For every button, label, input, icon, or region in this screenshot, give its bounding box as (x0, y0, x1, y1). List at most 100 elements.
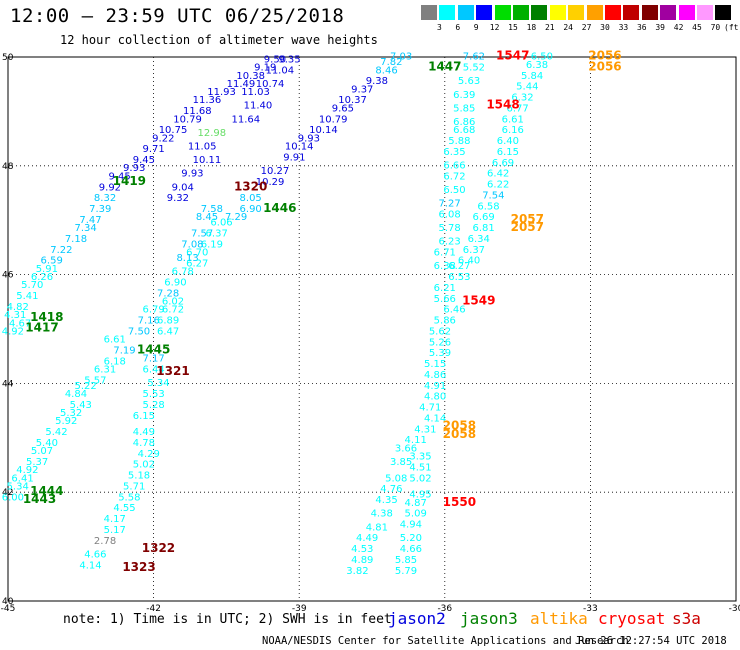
colorbar-swatch (660, 5, 677, 20)
wave-height-reading: 5.15 (424, 359, 446, 370)
wave-height-reading: 8.05 (240, 193, 262, 204)
wave-height-reading: 4.11 (405, 435, 427, 446)
wave-height-reading: 6.79 (142, 305, 164, 316)
colorbar-label: 12 (489, 23, 500, 32)
wave-height-reading: 6.42 (487, 169, 509, 180)
pass-time-label: 1417 (25, 321, 58, 335)
wave-height-reading: 9.45 (108, 171, 130, 182)
wave-height-reading: 6.81 (472, 223, 494, 234)
pass-time-label: 2058 (443, 427, 476, 441)
wave-height-reading: 9.93 (181, 169, 203, 180)
wave-height-reading: 6.40 (458, 256, 480, 267)
pass-time-label: 1550 (443, 495, 476, 509)
wave-height-reading: 6.18 (104, 356, 126, 367)
wave-height-reading: 5.26 (429, 337, 451, 348)
page-subtitle: 12 hour collection of altimeter wave hei… (60, 33, 378, 47)
wave-height-reading: 5.84 (521, 71, 543, 82)
colorbar-label: 36 (636, 23, 647, 32)
colorbar-label: 70 (710, 23, 721, 32)
wave-height-reading: 4.53 (351, 544, 373, 555)
wave-height-reading: 6.16 (502, 125, 524, 136)
y-tick-label: 44 (2, 379, 14, 389)
wave-height-reading: 4.89 (351, 555, 373, 566)
pass-time-label: 1419 (113, 174, 146, 188)
wave-height-reading: 5.44 (516, 82, 538, 93)
wave-height-reading: 10.79 (319, 114, 348, 125)
colorbar-swatch (678, 5, 695, 20)
wave-height-reading: 4.55 (113, 503, 135, 514)
wave-height-reading: 5.34 (7, 481, 29, 492)
wave-height-reading: 8.32 (94, 193, 116, 204)
wave-height-reading: 7.28 (157, 288, 179, 299)
wave-height-reading: 4.92 (2, 326, 24, 337)
wave-height-reading: 9.93 (298, 133, 320, 144)
wave-height-reading: 5.85 (395, 555, 417, 566)
wave-height-reading: 9.65 (332, 103, 354, 114)
wave-height-reading: 5.70 (21, 280, 43, 291)
satellite-legend-cryosat: cryosat (598, 609, 666, 628)
colorbar-label: 33 (618, 23, 629, 32)
wave-height-reading: 9.04 (172, 182, 194, 193)
colorbar-swatch (549, 5, 566, 20)
colorbar-swatch (494, 5, 511, 20)
wave-height-reading: 6.59 (41, 256, 63, 267)
wave-height-reading: 11.04 (265, 65, 294, 76)
wave-height-reading: 5.41 (16, 291, 38, 302)
colorbar-swatch (513, 5, 529, 20)
wave-height-reading: 10.27 (261, 166, 290, 177)
wave-height-reading: 6.53 (448, 272, 470, 283)
wave-height-reading: 4.35 (375, 495, 397, 506)
wave-height-reading: 6.78 (172, 267, 194, 278)
footer-note: note: 1) Time is in UTC; 2) SWH is in fe… (63, 612, 392, 627)
x-tick-label: -42 (146, 604, 161, 614)
wave-height-reading: 9.32 (167, 193, 189, 204)
wave-height-reading: 7.08 (181, 239, 203, 250)
wave-height-reading: 6.77 (506, 103, 528, 114)
colorbar-swatch (715, 5, 732, 20)
wave-height-reading: 6.00 (2, 492, 24, 503)
pass-time-label: 1445 (137, 342, 170, 356)
wave-height-reading: 5.88 (448, 136, 470, 147)
wave-height-reading: 4.14 (79, 560, 101, 571)
wave-height-reading: 8.45 (196, 212, 218, 223)
wave-height-reading: 10.74 (256, 79, 285, 90)
wave-height-reading: 12.98 (198, 128, 227, 139)
wave-height-reading: 5.20 (400, 533, 422, 544)
colorbar-swatch (641, 5, 658, 20)
pass-time-label: 1443 (23, 492, 56, 506)
wave-height-reading: 6.27 (186, 258, 208, 269)
wave-height-reading: 5.78 (439, 223, 461, 234)
footer-timestamp: Jun 26 12:27:54 UTC 2018 (575, 635, 727, 647)
wave-height-reading: 9.22 (152, 133, 174, 144)
wave-height-reading: 7.62 (463, 52, 485, 63)
wave-height-reading: 4.84 (65, 389, 87, 400)
wave-height-reading: 9.35 (278, 54, 300, 65)
wave-height-reading: 11.03 (241, 87, 270, 98)
wave-height-reading: 4.29 (138, 449, 160, 460)
wave-height-reading: 4.51 (409, 462, 431, 473)
wave-height-reading: 4.38 (371, 509, 393, 520)
wave-height-reading: 11.49 (227, 79, 256, 90)
wave-height-reading: 5.57 (84, 375, 106, 386)
wave-height-reading: 7.29 (225, 212, 247, 223)
wave-height-reading: 10.11 (193, 155, 222, 166)
pass-time-label: 2057 (511, 220, 544, 234)
pass-time-label: 1323 (122, 560, 155, 574)
wave-height-reading: 9.92 (99, 182, 121, 193)
wave-height-reading: 4.91 (424, 381, 446, 392)
wave-height-reading: 7.50 (128, 326, 150, 337)
wave-height-reading: 5.28 (142, 400, 164, 411)
pass-time-label: 1418 (30, 310, 63, 324)
wave-height-reading: 10.37 (338, 95, 367, 106)
wave-height-reading: 5.92 (55, 416, 77, 427)
wave-height-reading: 6.72 (443, 171, 465, 182)
wave-height-reading: 5.22 (75, 381, 97, 392)
wave-height-reading: 6.06 (210, 218, 232, 229)
colorbar-swatch (586, 5, 603, 20)
wave-height-reading: 5.63 (458, 76, 480, 87)
colorbar-label: 27 (581, 23, 592, 32)
wave-height-reading: 6.58 (477, 201, 499, 212)
colorbar-label: 3 (436, 23, 442, 32)
wave-height-reading: 5.62 (429, 326, 451, 337)
colorbar-label: 6 (455, 23, 461, 32)
